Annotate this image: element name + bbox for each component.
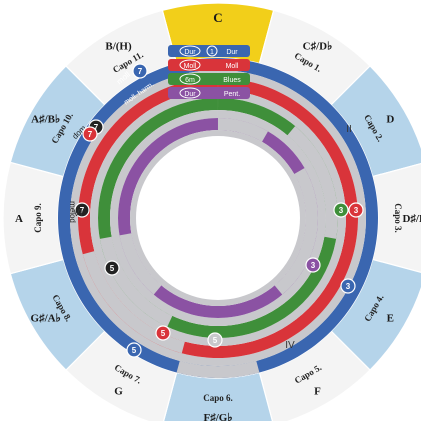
- legend-num-0: 1: [210, 49, 214, 56]
- key-label-4: E: [387, 313, 394, 325]
- chord-rings: [58, 58, 379, 379]
- anno-num-7-red-circle: [82, 126, 98, 142]
- legend-badge-ring-2: [179, 73, 201, 85]
- key-label-1: C♯/D♭: [303, 41, 333, 53]
- ring-gap-5: [119, 233, 162, 295]
- legend-row-0: [168, 45, 250, 57]
- ring-gap-6: [176, 360, 260, 378]
- key-label-6: F♯/G♭: [203, 412, 232, 421]
- anno-melod: melod: [68, 201, 77, 223]
- anno-num-3-green: 3: [339, 206, 344, 215]
- legend-num-ring-0: [206, 45, 218, 57]
- capo-label-6: Capo 6.: [203, 393, 233, 403]
- legend-badge-0: Dur: [184, 49, 196, 56]
- key-label-2: D: [386, 114, 394, 126]
- anno-num-5-inner: 5: [110, 264, 115, 273]
- roman-II: II: [346, 124, 352, 135]
- anno-num-3-purple: 3: [311, 261, 316, 270]
- anno-num-3-blue-circle: [340, 278, 356, 294]
- anno-num-7-dom: 7: [94, 123, 99, 132]
- anno-num-5-red: 5: [161, 329, 166, 338]
- legend: Dur 1 Dur Moll Moll 6m Blues Dur Pent.: [168, 45, 250, 99]
- anno-num-7-melod: 7: [80, 206, 85, 215]
- anno-num-7-red: 7: [88, 130, 93, 139]
- center-hole: [138, 138, 298, 298]
- capo-label-3: Capo 3.: [393, 203, 403, 233]
- key-label-9: A: [15, 213, 23, 225]
- anno-num-3-red: 3: [354, 206, 359, 215]
- anno-num-5-gray-circle: [207, 332, 223, 348]
- legend-label-1: Moll: [226, 63, 239, 70]
- legend-label-0: Dur: [226, 49, 238, 56]
- legend-row-1: [168, 59, 250, 71]
- key-label-3: D♯/E♭: [402, 213, 421, 225]
- key-label-11: B/(H): [105, 41, 132, 53]
- key-label-7: G: [114, 385, 123, 397]
- key-label-8: G♯/A♭: [31, 313, 61, 325]
- ring-gap-1: [287, 126, 338, 239]
- anno-num-7-top-circle: [132, 63, 148, 79]
- anno-num-3-red-circle: [348, 202, 364, 218]
- anno-num-7-melod-circle: [74, 202, 90, 218]
- legend-badge-ring-1: [179, 59, 201, 71]
- legend-badge-1: Moll: [184, 63, 197, 70]
- legend-badge-3: Dur: [184, 91, 196, 98]
- anno-num-5-blue-circle: [126, 342, 142, 358]
- key-label-10: A♯/B♭: [31, 114, 60, 126]
- key-label-5: F: [314, 385, 321, 397]
- legend-badge-2: 6m: [185, 77, 195, 84]
- legend-row-2: [168, 73, 250, 85]
- legend-label-2: Blues: [223, 77, 241, 84]
- anno-num-3-blue: 3: [346, 282, 351, 291]
- legend-badge-ring-0: [179, 45, 201, 57]
- anno-num-5-red-circle: [155, 325, 171, 341]
- anno-num-7-top: 7: [138, 67, 143, 76]
- anno-num-3-green-circle: [333, 202, 349, 218]
- roman-VI: VI: [73, 208, 82, 219]
- key-label-0: C: [213, 10, 222, 25]
- capo-label-9: Capo 9.: [33, 203, 43, 233]
- roman-IV: IV: [285, 340, 295, 351]
- legend-label-3: Pent.: [224, 91, 240, 98]
- anno-num-5-blue: 5: [132, 346, 137, 355]
- legend-badge-ring-3: [179, 87, 201, 99]
- anno-num-5-inner-circle: [104, 260, 120, 276]
- ring-gap-0: [82, 251, 185, 354]
- anno-num-5-gray: 5: [213, 336, 218, 345]
- ring-gap-2: [99, 236, 173, 327]
- ring-gap-3: [218, 118, 268, 142]
- legend-row-3: [168, 87, 250, 99]
- anno-num-3-purple-circle: [305, 257, 321, 273]
